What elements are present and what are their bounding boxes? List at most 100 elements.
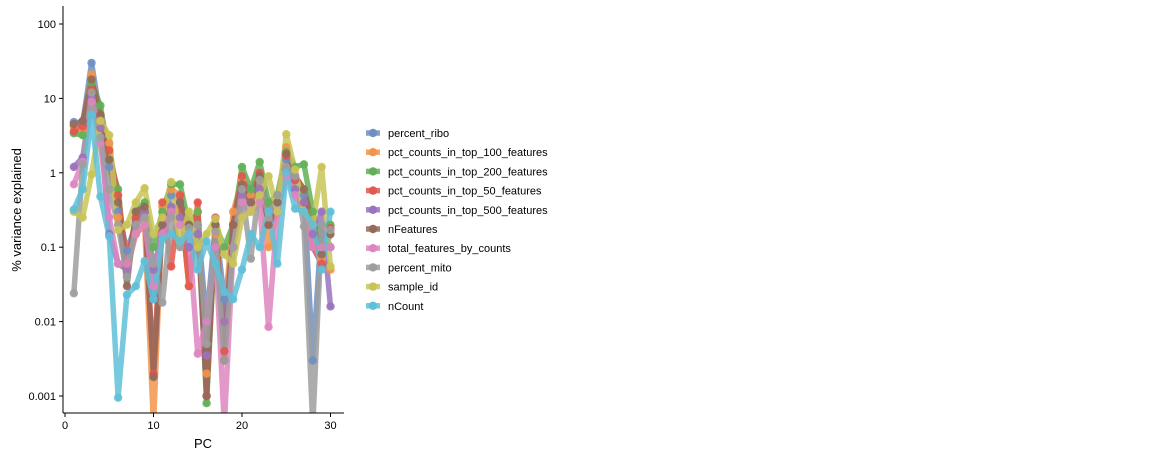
point-sample_id-pc24 <box>273 207 282 216</box>
legend-item-pct_counts_in_top_50_features: pct_counts_in_top_50_features <box>366 186 542 198</box>
point-sample_id-pc14 <box>184 207 194 216</box>
point-pct_counts_in_top_500_features-pc22 <box>255 185 264 194</box>
point-nCount-pc2 <box>78 185 87 194</box>
point-nCount-pc22 <box>255 243 264 252</box>
point-pct_counts_in_top_200_features-pc16 <box>202 399 211 408</box>
point-nCount-pc1 <box>69 205 79 214</box>
point-nCount-pc8 <box>131 281 140 291</box>
legend-item-pct_counts_in_top_500_features: pct_counts_in_top_500_features <box>366 205 548 217</box>
point-total_features_by_counts-pc29 <box>317 243 326 252</box>
legend-key-point <box>368 263 378 272</box>
point-percent_mito-pc30 <box>326 225 335 235</box>
point-total_features_by_counts-pc26 <box>290 191 300 200</box>
point-sample_id-pc12 <box>167 177 176 187</box>
y-tick-label-0.01: 0.01 <box>35 317 56 329</box>
point-pct_counts_in_top_200_features-pc23 <box>264 198 273 207</box>
point-pct_counts_in_top_50_features-pc11 <box>158 198 167 207</box>
point-pct_counts_in_top_200_features-pc18 <box>220 243 229 252</box>
point-sample_id-pc8 <box>131 198 140 207</box>
point-pct_counts_in_top_500_features-pc30 <box>326 302 335 311</box>
point-nFeatures-pc25 <box>282 149 291 159</box>
point-sample_id-pc20 <box>237 213 247 222</box>
point-sample_id-pc16 <box>202 229 211 239</box>
point-percent_mito-pc14 <box>184 224 194 233</box>
point-pct_counts_in_top_50_features-pc5 <box>105 146 114 155</box>
legend-key-point <box>368 224 378 234</box>
point-nFeatures-pc2 <box>78 116 87 126</box>
point-pct_counts_in_top_100_features-pc5 <box>105 138 114 148</box>
point-nCount-pc15 <box>193 265 202 274</box>
legend-item-percent_mito: percent_mito <box>366 262 452 274</box>
legend-item-total_features_by_counts: total_features_by_counts <box>366 243 511 255</box>
point-percent_mito-pc29 <box>317 220 326 229</box>
point-percent_ribo-pc3 <box>87 58 96 68</box>
point-nCount-pc16 <box>202 237 211 246</box>
legend-key-point <box>368 282 378 291</box>
point-pct_counts_in_top_500_features-pc4 <box>96 123 105 133</box>
point-percent_ribo-pc18 <box>220 295 229 304</box>
point-percent_mito-pc17 <box>211 227 220 237</box>
legend-key-point <box>368 167 378 176</box>
point-percent_mito-pc23 <box>264 213 273 222</box>
legend-key-point <box>368 128 378 138</box>
point-nCount-pc20 <box>237 265 247 274</box>
point-total_features_by_counts-pc7 <box>122 259 132 268</box>
point-sample_id-pc26 <box>290 165 300 174</box>
x-tick-label-0: 0 <box>62 420 68 432</box>
x-tick-label-20: 20 <box>236 420 248 432</box>
point-percent_mito-pc22 <box>255 175 264 185</box>
legend-key-point <box>368 244 378 253</box>
legend-item-nCount: nCount <box>366 301 423 313</box>
point-total_features_by_counts-pc15 <box>193 349 202 358</box>
point-percent_mito-pc24 <box>273 191 282 200</box>
point-pct_counts_in_top_50_features-pc18 <box>220 347 229 356</box>
point-sample_id-pc9 <box>140 184 149 193</box>
point-total_features_by_counts-pc3 <box>87 97 96 107</box>
point-pct_counts_in_top_500_features-pc14 <box>184 243 194 252</box>
point-nCount-pc5 <box>105 232 114 241</box>
point-pct_counts_in_top_500_features-pc1 <box>69 162 79 172</box>
point-total_features_by_counts-pc30 <box>326 243 335 252</box>
point-sample_id-pc21 <box>246 207 256 216</box>
point-percent_mito-pc28 <box>309 421 317 429</box>
point-nFeatures-pc23 <box>264 220 273 229</box>
point-pct_counts_in_top_100_features-pc21 <box>246 191 256 200</box>
point-pct_counts_in_top_50_features-pc1 <box>69 127 79 136</box>
series-points <box>69 58 335 429</box>
point-percent_mito-pc19 <box>228 243 238 252</box>
point-pct_counts_in_top_200_features-pc20 <box>237 162 247 172</box>
point-sample_id-pc11 <box>158 213 167 222</box>
point-pct_counts_in_top_500_features-pc26 <box>290 185 300 194</box>
point-percent_mito-pc9 <box>140 213 149 222</box>
point-percent_mito-pc3 <box>87 88 96 97</box>
point-pct_counts_in_top_500_features-pc16 <box>202 351 211 360</box>
point-nCount-pc6 <box>113 393 123 402</box>
point-sample_id-pc23 <box>264 172 273 181</box>
x-ticks: 0 10 20 30 <box>62 413 337 432</box>
point-total_features_by_counts-pc17 <box>211 243 220 252</box>
point-total_features_by_counts-pc22 <box>255 198 264 207</box>
point-percent_mito-pc11 <box>158 298 167 307</box>
x-axis-title: PC <box>194 436 212 451</box>
point-nFeatures-pc21 <box>246 198 256 207</box>
point-percent_mito-pc16 <box>202 339 211 349</box>
legend-label: pct_counts_in_top_50_features <box>388 186 542 198</box>
point-nCount-pc12 <box>167 229 176 239</box>
point-total_features_by_counts-pc8 <box>131 229 140 239</box>
point-percent_mito-pc26 <box>290 172 300 181</box>
point-pct_counts_in_top_200_features-pc2 <box>78 131 87 140</box>
point-percent_mito-pc1 <box>69 289 79 298</box>
point-sample_id-pc15 <box>193 243 202 252</box>
legend-key-point <box>368 301 378 310</box>
point-nFeatures-pc16 <box>202 391 211 401</box>
axes <box>62 6 344 414</box>
point-pct_counts_in_top_500_features-pc18 <box>220 317 229 326</box>
point-pct_counts_in_top_50_features-pc15 <box>193 198 202 207</box>
point-pct_counts_in_top_100_features-pc16 <box>202 369 211 378</box>
point-nFeatures-pc3 <box>87 75 96 84</box>
point-sample_id-pc25 <box>282 130 291 139</box>
point-pct_counts_in_top_200_features-pc10 <box>149 243 158 252</box>
point-total_features_by_counts-pc13 <box>175 220 185 229</box>
point-total_features_by_counts-pc4 <box>96 138 105 148</box>
